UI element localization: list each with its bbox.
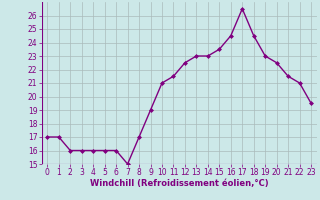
X-axis label: Windchill (Refroidissement éolien,°C): Windchill (Refroidissement éolien,°C): [90, 179, 268, 188]
